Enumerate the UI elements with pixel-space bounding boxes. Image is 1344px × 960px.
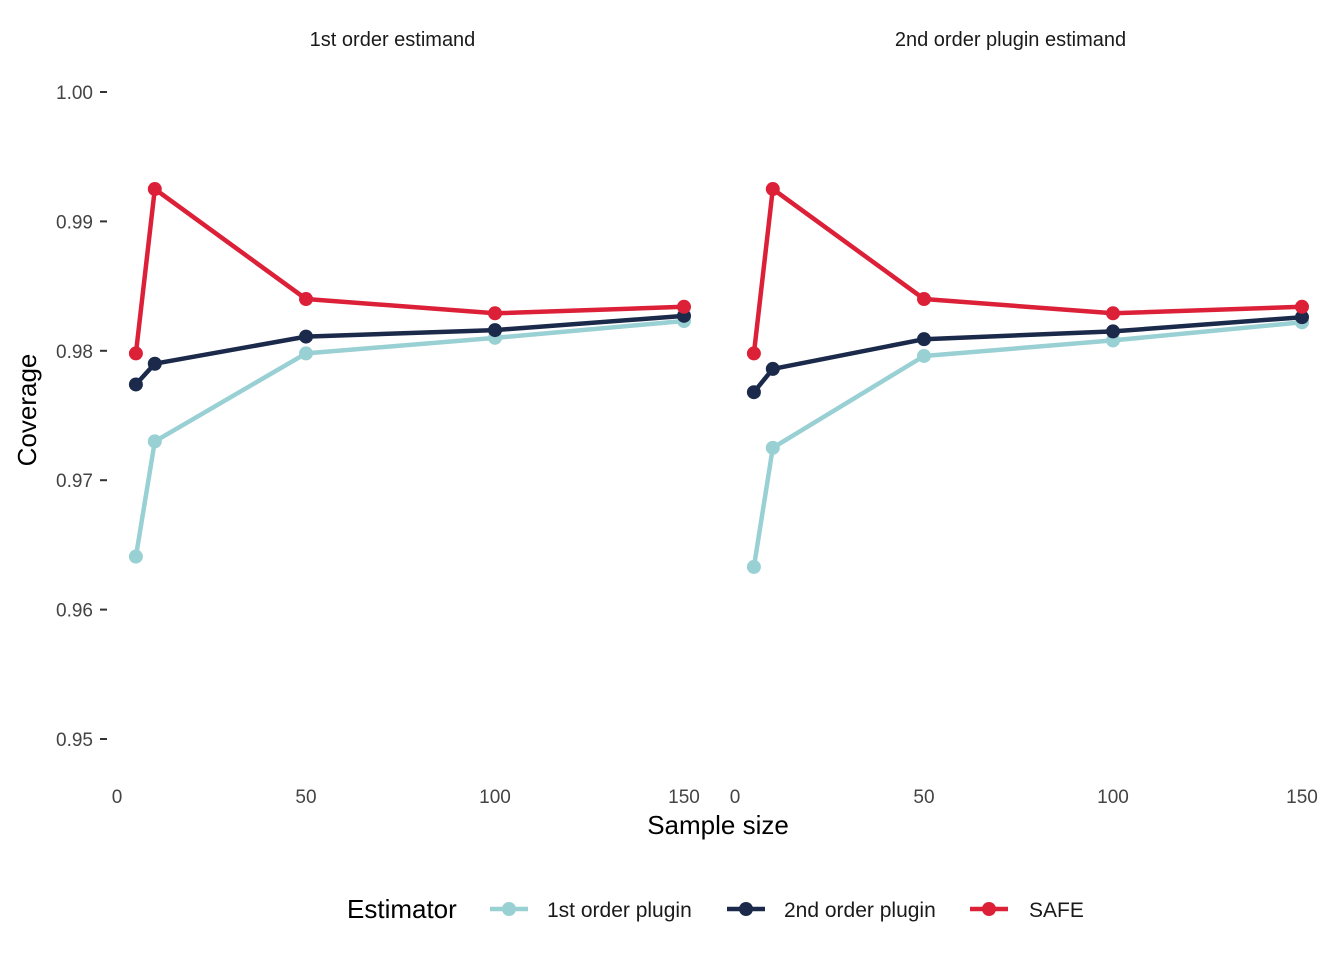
x-tick-label: 150 (1286, 787, 1318, 808)
data-point-safe (746, 346, 761, 361)
y-tick-label: 1.00 (56, 83, 93, 104)
legend-label-1st-order-plugin: 1st order plugin (547, 899, 692, 922)
data-point-safe (917, 292, 931, 307)
data-point-2nd-order-plugin (147, 356, 162, 371)
y-tick-label: 0.95 (56, 730, 93, 751)
data-point-1st-order-plugin (765, 440, 780, 455)
x-tick-label: 50 (913, 787, 934, 808)
data-point-1st-order-plugin (147, 434, 162, 449)
data-point-2nd-order-plugin (765, 361, 780, 376)
legend-key-point-safe (982, 902, 996, 916)
data-point-2nd-order-plugin (917, 332, 931, 347)
x-tick-label: 100 (479, 787, 511, 808)
x-tick-label: 50 (295, 787, 316, 808)
data-point-safe (765, 182, 780, 197)
data-point-1st-order-plugin (917, 348, 931, 363)
legend-label-2nd-order-plugin: 2nd order plugin (784, 899, 936, 922)
data-point-2nd-order-plugin (128, 377, 143, 392)
y-axis: 0.95 0.96 0.97 0.98 0.99 1.00 (56, 83, 107, 751)
x-tick-label: 150 (668, 787, 700, 808)
legend-items: 1st order plugin 2nd order plugin SAFE (490, 899, 1084, 922)
data-point-2nd-order-plugin (746, 385, 761, 400)
data-point-safe (147, 182, 162, 197)
panel-title: 2nd order plugin estimand (895, 29, 1126, 51)
series-line-1st-order-plugin (751, 320, 1303, 568)
x-axis-label: Sample size (647, 810, 789, 840)
x-tick-label: 0 (112, 787, 123, 808)
y-tick-label: 0.96 (56, 601, 93, 622)
y-axis-label: Coverage (12, 354, 42, 467)
y-tick-label: 0.98 (56, 342, 93, 363)
legend-label-safe: SAFE (1029, 899, 1084, 922)
legend: Estimator 1st order plugin 2nd order plug… (347, 894, 1084, 924)
data-point-2nd-order-plugin (1106, 324, 1120, 339)
data-point-safe (1106, 306, 1120, 321)
x-tick-label: 0 (730, 787, 741, 808)
data-point-safe (299, 292, 313, 307)
data-point-1st-order-plugin (128, 549, 143, 564)
data-point-1st-order-plugin (299, 346, 313, 361)
y-tick-label: 0.99 (56, 212, 93, 233)
y-tick-label: 0.97 (56, 471, 93, 492)
data-point-1st-order-plugin (746, 559, 761, 574)
data-point-2nd-order-plugin (1295, 310, 1309, 325)
x-tick-label: 100 (1097, 787, 1129, 808)
legend-key-point-1st-order-plugin (502, 902, 516, 916)
data-point-safe (1295, 299, 1309, 314)
series-line-1st-order-plugin (133, 318, 685, 557)
panel-1: 1st order estimand 0 50 100 150 (112, 29, 700, 808)
data-point-safe (488, 306, 502, 321)
panel-2: 2nd order plugin estimand 0 50 100 150 (730, 29, 1318, 808)
data-point-safe (128, 346, 143, 361)
data-point-2nd-order-plugin (299, 329, 313, 344)
legend-title: Estimator (347, 894, 457, 924)
data-point-safe (677, 299, 691, 314)
legend-key-point-2nd-order-plugin (739, 902, 753, 916)
data-point-2nd-order-plugin (488, 323, 502, 338)
panel-title: 1st order estimand (310, 29, 476, 51)
